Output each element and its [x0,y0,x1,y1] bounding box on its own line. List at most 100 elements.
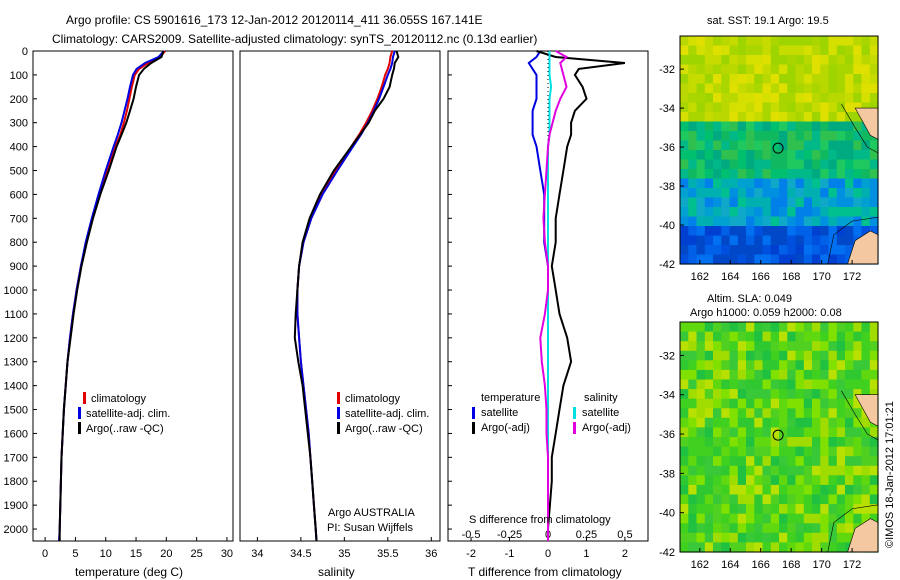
map-y-tick-label: -32 [659,350,675,362]
map-cell [754,513,764,524]
map-cell [828,131,838,142]
map-cell [754,112,764,123]
map-cell [762,456,772,467]
map-cell [713,188,722,199]
temperature-panel: 0100200300400500600700800900100011001200… [4,46,234,579]
map-cell [696,542,706,553]
map-cell [729,150,739,161]
map-cell [836,254,846,265]
map-cell [869,216,879,227]
map-cell [853,36,863,47]
map-cell [779,254,788,265]
map-cell [812,427,821,438]
map-cell [803,93,813,104]
map-cell [688,341,698,352]
map-y-tick-label: -32 [659,64,675,76]
map-cell [787,83,797,94]
map-cell [861,83,871,94]
map-cell [853,55,863,66]
map-cell [696,523,706,534]
map-cell [795,178,805,189]
map-cell [812,36,821,47]
map-cell [688,465,698,476]
map-cell [795,159,805,170]
map-cell [680,494,689,505]
map-cell [713,475,722,486]
x-tick-label: 36 [425,548,437,560]
map-cell [696,188,706,199]
map-cell [853,140,863,151]
map-cell [787,532,797,543]
map-cell [737,150,747,161]
map-cell [762,121,772,132]
map-cell [803,74,813,85]
map-cell [713,159,722,170]
map-cell [803,159,813,170]
map-cell [762,64,772,75]
map-cell [680,121,689,132]
map-cell [795,55,805,66]
map-cell [721,542,731,553]
map-cell [828,322,838,333]
map-cell [688,131,698,142]
map-x-tick-label: 170 [812,271,830,283]
map-cell [762,216,772,227]
map-cell [787,74,797,85]
y-tick-label: 1800 [4,476,28,488]
map-cell [704,389,714,400]
map-cell [688,150,698,161]
map-cell [746,379,755,390]
map-cell [737,417,747,428]
map-cell [861,369,871,381]
map-cell [779,437,788,448]
map-cell [680,197,689,208]
legend-argo-label: Argo(..raw -QC) [86,423,164,435]
map-cell [795,350,805,361]
map-cell [696,389,706,400]
map-cell [729,389,739,400]
map-cell [779,532,788,543]
map-cell [721,245,731,256]
map-cell [779,45,788,56]
map-cell [795,216,805,227]
map-y-tick-label: -40 [659,220,675,232]
map-cell [861,331,871,342]
map-cell [820,64,830,75]
map-cell [803,369,813,381]
map-cell [770,360,780,371]
map-cell [688,45,698,56]
map-cell [754,45,764,56]
map-cell [836,369,846,381]
map-cell [795,131,805,142]
map-cell [729,235,739,246]
map-cell [746,169,755,180]
map-cell [688,532,698,543]
map-cell [713,235,722,246]
map-cell [853,121,863,132]
map-cell [746,83,755,94]
map-cell [762,45,772,56]
map-cell [729,178,739,189]
map-cell [721,456,731,467]
map-cell [853,45,863,56]
map-cell [680,150,689,161]
map-cell [861,513,871,524]
map-cell [696,437,706,448]
map-cell [787,93,797,104]
map-cell [762,169,772,180]
map-cell [779,456,788,467]
y-tick-label: 700 [10,213,28,225]
map-cell [787,446,797,457]
map-cell [836,523,846,534]
map-cell [762,532,772,543]
map-cell [820,504,830,515]
map-cell [795,197,805,208]
map-cell [737,254,747,265]
map-cell [820,150,830,161]
map-cell [779,197,788,208]
map-cell [770,150,780,161]
map-cell [779,121,788,132]
map-cell [762,408,772,419]
y-tick-label: 1600 [4,428,28,440]
